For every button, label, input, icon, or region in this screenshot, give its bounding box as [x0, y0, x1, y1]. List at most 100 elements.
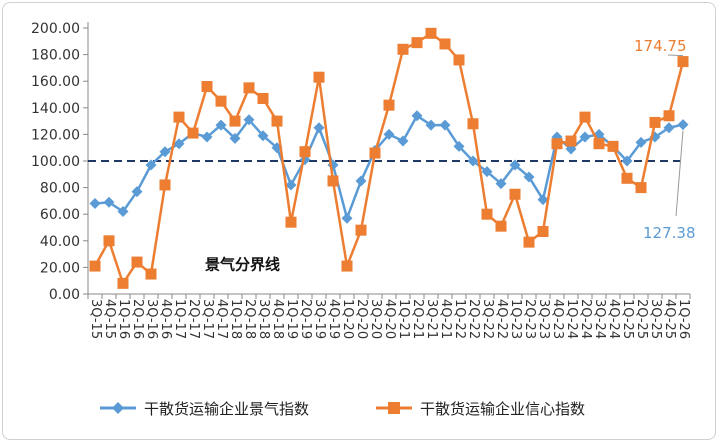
x-axis: 3Q-15 4Q-15 1Q-16 2Q-16 3Q-16 4Q-16 1Q-17 2Q-17…: [87, 293, 691, 339]
data-point: [285, 179, 297, 191]
data-point: [425, 119, 437, 131]
x-tick-label: 2Q-20: [354, 299, 369, 339]
x-tick-label: 4Q-22: [494, 299, 509, 339]
x-tick-label: 3Q-19: [312, 299, 327, 339]
x-tick-label: 1Q-22: [452, 299, 467, 339]
data-point: [425, 27, 437, 39]
x-tick-label: 1Q-18: [228, 299, 243, 339]
reference-line-label: 景气分界线: [205, 256, 280, 274]
data-point: [131, 256, 143, 268]
x-tick-label: 3Q-18: [256, 299, 271, 339]
reference-line-group: 景气分界线: [88, 160, 686, 274]
data-point: [481, 208, 493, 220]
data-point: [397, 135, 409, 147]
data-point: [635, 136, 647, 148]
data-point: [89, 260, 101, 272]
data-point: [495, 178, 507, 190]
data-point: [159, 146, 171, 158]
data-point: [537, 194, 549, 206]
data-point: [341, 212, 353, 224]
data-point: [495, 220, 507, 232]
x-tick-label: 3Q-22: [480, 299, 495, 339]
data-point: [201, 131, 213, 143]
x-tick-label: 1Q-21: [396, 299, 411, 339]
x-tick-label: 4Q-19: [326, 299, 341, 339]
data-point: [313, 122, 325, 134]
x-tick-label: 1Q-23: [508, 299, 523, 339]
data-point: [537, 225, 549, 237]
data-point: [453, 54, 465, 66]
chart-frame: [2, 2, 716, 440]
data-point: [523, 236, 535, 248]
x-tick-label: 1Q-25: [620, 299, 635, 339]
x-tick-label: 1Q-24: [564, 299, 579, 339]
x-tick-label: 3Q-25: [648, 299, 663, 339]
data-point: [173, 138, 185, 150]
x-tick-label: 1Q-20: [340, 299, 355, 339]
data-point: [299, 146, 311, 158]
value-label: 127.38: [643, 224, 696, 242]
value-label: 174.75: [634, 37, 687, 55]
y-tick-label: 0.00: [49, 287, 80, 303]
data-point: [593, 138, 605, 150]
data-point: [369, 147, 381, 159]
x-tick-label: 4Q-21: [438, 299, 453, 339]
data-point: [383, 99, 395, 111]
data-point: [117, 277, 129, 289]
x-tick-label: 3Q-15: [88, 299, 103, 339]
x-tick-label: 1Q-26: [676, 299, 691, 339]
x-tick-label: 2Q-17: [186, 299, 201, 339]
x-tick-label: 4Q-20: [382, 299, 397, 339]
data-point: [509, 188, 521, 200]
leader-line: [667, 54, 684, 57]
x-tick-label: 4Q-25: [662, 299, 677, 339]
data-point: [509, 159, 521, 171]
data-point: [663, 110, 675, 122]
data-point: [607, 140, 619, 152]
data-point: [439, 119, 451, 131]
x-tick-label: 4Q-15: [102, 299, 117, 339]
x-tick-label: 2Q-22: [466, 299, 481, 339]
x-tick-label: 3Q-17: [200, 299, 215, 339]
data-point: [103, 235, 115, 247]
legend-marker: [112, 402, 124, 414]
x-tick-label: 2Q-25: [634, 299, 649, 339]
data-point: [467, 155, 479, 167]
data-point: [257, 92, 269, 104]
legend: 干散货运输企业景气指数 干散货运输企业信心指数: [100, 400, 585, 418]
x-tick-label: 1Q-19: [284, 299, 299, 339]
y-tick-label: 80.00: [40, 181, 80, 197]
x-tick-label: 4Q-24: [606, 299, 621, 339]
x-tick-label: 2Q-16: [130, 299, 145, 339]
data-point: [579, 131, 591, 143]
x-tick-label: 2Q-23: [522, 299, 537, 339]
data-point: [215, 95, 227, 107]
y-tick-label: 140.00: [31, 101, 80, 117]
data-point: [145, 159, 157, 171]
y-tick-label: 120.00: [31, 127, 80, 143]
series-line-1: [93, 32, 685, 285]
x-tick-label: 2Q-19: [298, 299, 313, 339]
data-point: [173, 111, 185, 123]
y-tick-label: 60.00: [40, 207, 80, 223]
x-tick-label: 3Q-16: [144, 299, 159, 339]
x-tick-label: 4Q-17: [214, 299, 229, 339]
data-point: [383, 128, 395, 140]
x-tick-label: 2Q-24: [578, 299, 593, 339]
y-tick-label: 160.00: [31, 74, 80, 90]
leader-line: [675, 130, 684, 217]
data-point: [187, 127, 199, 139]
x-tick-label: 2Q-21: [410, 299, 425, 339]
data-point: [635, 182, 647, 194]
data-point: [145, 268, 157, 280]
x-tick-label: 1Q-16: [116, 299, 131, 339]
data-point: [621, 172, 633, 184]
data-point: [621, 155, 633, 167]
data-point: [579, 111, 591, 123]
data-point: [313, 71, 325, 83]
data-point: [411, 110, 423, 122]
data-point: [271, 115, 283, 127]
x-tick-label: 2Q-18: [242, 299, 257, 339]
data-point: [663, 122, 675, 134]
